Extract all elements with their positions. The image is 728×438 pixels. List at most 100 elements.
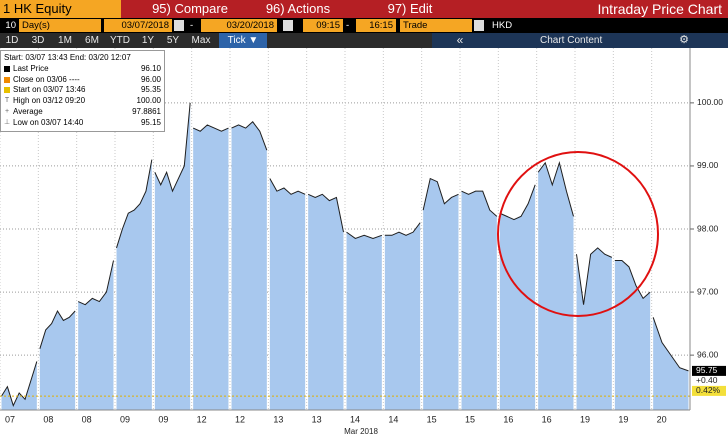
price-area: [193, 124, 229, 410]
chart-content-menu[interactable]: Chart Content: [540, 35, 603, 46]
screen-title: Intraday Price Chart: [597, 1, 723, 17]
axis-panel: [690, 48, 728, 412]
settings-button[interactable]: ⚙: [679, 34, 689, 46]
legend-item: Last Price 96.10: [4, 64, 161, 75]
legend-items: Last Price 96.10 Close on 03/06 ---- 96.00 S…: [4, 64, 161, 129]
y-tick-label: 100.00: [697, 97, 723, 107]
calendar-icon[interactable]: [174, 20, 184, 31]
period-button[interactable]: 5Y: [166, 35, 180, 46]
last-price: 95.75: [696, 365, 718, 375]
period-button[interactable]: YTD: [110, 35, 130, 46]
x-tick-label: 13: [273, 414, 283, 424]
legend-swatch: T: [4, 97, 10, 105]
x-tick-label: 12: [197, 414, 207, 424]
x-tick-label: 07: [5, 414, 15, 424]
price-area: [653, 317, 689, 410]
legend-label: Low on 03/07 14:40: [13, 117, 84, 127]
price-line: [269, 178, 306, 195]
legend-value: 95.15: [140, 117, 161, 127]
x-tick-label: 09: [120, 414, 130, 424]
x-tick-label: 12: [235, 414, 245, 424]
x-tick-label: 16: [542, 414, 552, 424]
period-button[interactable]: 1D: [5, 35, 19, 46]
last-change: +0.40: [696, 375, 718, 385]
security-field[interactable]: 1 HK Equity: [0, 0, 121, 18]
price-area: [614, 260, 651, 410]
period-unit[interactable]: Day(s): [19, 19, 101, 32]
annotation-circle: [497, 151, 659, 317]
legend-value: 100.00: [136, 96, 161, 106]
price-area: [384, 222, 421, 410]
field-select[interactable]: Trade: [400, 19, 472, 32]
price-line: [422, 177, 459, 211]
legend-label: Close on 03/06 ----: [13, 74, 80, 84]
price-line: [652, 317, 689, 372]
x-tick-label: 16: [503, 414, 513, 424]
legend-item: Start on 03/07 13:46 95.35: [4, 85, 161, 96]
currency[interactable]: HKD: [492, 20, 513, 31]
x-tick-label: 20: [657, 414, 667, 424]
price-line: [461, 190, 498, 217]
price-line: [154, 102, 191, 193]
actions-button[interactable]: 96) Actions: [265, 1, 331, 16]
price-area: [538, 162, 574, 410]
legend-label: Start on 03/07 13:46: [13, 85, 86, 95]
collapse-button[interactable]: «: [456, 33, 464, 47]
x-tick-label: 19: [580, 414, 590, 424]
price-line: [499, 184, 536, 221]
period-bar: 1D 3D 1M 6M YTD 1Y 5Y Max Tick ▼ « Chart…: [0, 33, 728, 48]
start-time[interactable]: 09:15: [303, 19, 343, 32]
range-bar: 10 Day(s) 03/07/2018 - 03/20/2018 09:15 …: [0, 18, 728, 33]
x-tick-label: 19: [618, 414, 628, 424]
price-area: [346, 232, 382, 410]
price-line: [307, 193, 344, 233]
x-tick-label: 15: [465, 414, 475, 424]
legend-value: 95.35: [140, 85, 161, 95]
legend-item: + Average 97.8861: [4, 107, 161, 118]
price-line: [614, 260, 651, 300]
x-tick-label: 14: [388, 414, 398, 424]
start-date[interactable]: 03/07/2018: [104, 19, 172, 32]
price-line: [116, 159, 153, 249]
last-price-box: [692, 365, 726, 376]
end-date[interactable]: 03/20/2018: [201, 19, 277, 32]
price-area: [116, 159, 152, 410]
period-button[interactable]: Max: [191, 35, 211, 46]
x-tick-label: 14: [350, 414, 360, 424]
chart: 07 08 08 09 09 12 12 13 13 14 14 15 15 16 16 19 19 20 96.0…: [0, 48, 728, 436]
x-tick-label: 08: [82, 414, 92, 424]
tick-button[interactable]: Tick ▼: [219, 33, 267, 48]
period-button[interactable]: 1Y: [141, 35, 155, 46]
legend-swatch: [4, 65, 10, 72]
price-line: [231, 121, 268, 151]
period-button[interactable]: 3D: [31, 35, 45, 46]
price-line: [39, 309, 76, 349]
period-count[interactable]: 10: [5, 20, 16, 31]
compare-button[interactable]: 95) Compare: [152, 1, 228, 16]
edit-button[interactable]: 97) Edit: [387, 1, 433, 16]
legend-label: Last Price: [13, 63, 49, 73]
legend-swatch: +: [4, 107, 10, 115]
period-button[interactable]: 6M: [85, 35, 99, 46]
price-line: [1, 361, 38, 407]
dropdown-icon[interactable]: [474, 20, 484, 31]
legend-value: 96.10: [140, 63, 161, 73]
price-area: [423, 178, 459, 410]
change-pct-box: [692, 385, 726, 396]
legend: Start: 03/07 13:43 End: 03/20 12:07 Last…: [0, 50, 165, 132]
content-bar: [432, 33, 728, 48]
separator: -: [346, 20, 350, 31]
price-line: [576, 247, 613, 305]
legend-swatch: [4, 76, 10, 83]
price-line: [346, 231, 383, 240]
legend-label: High on 03/12 09:20: [13, 96, 86, 106]
x-tick-label: 08: [43, 414, 53, 424]
price-area: [461, 191, 497, 410]
legend-header: Start: 03/07 13:43 End: 03/20 12:07: [4, 53, 131, 62]
calendar-icon[interactable]: [283, 20, 293, 31]
end-time[interactable]: 16:15: [356, 19, 396, 32]
price-area: [39, 310, 76, 410]
period-button[interactable]: 1M: [58, 35, 72, 46]
y-tick-label: 97.00: [697, 286, 719, 296]
legend-swatch: ⊥: [4, 118, 11, 126]
